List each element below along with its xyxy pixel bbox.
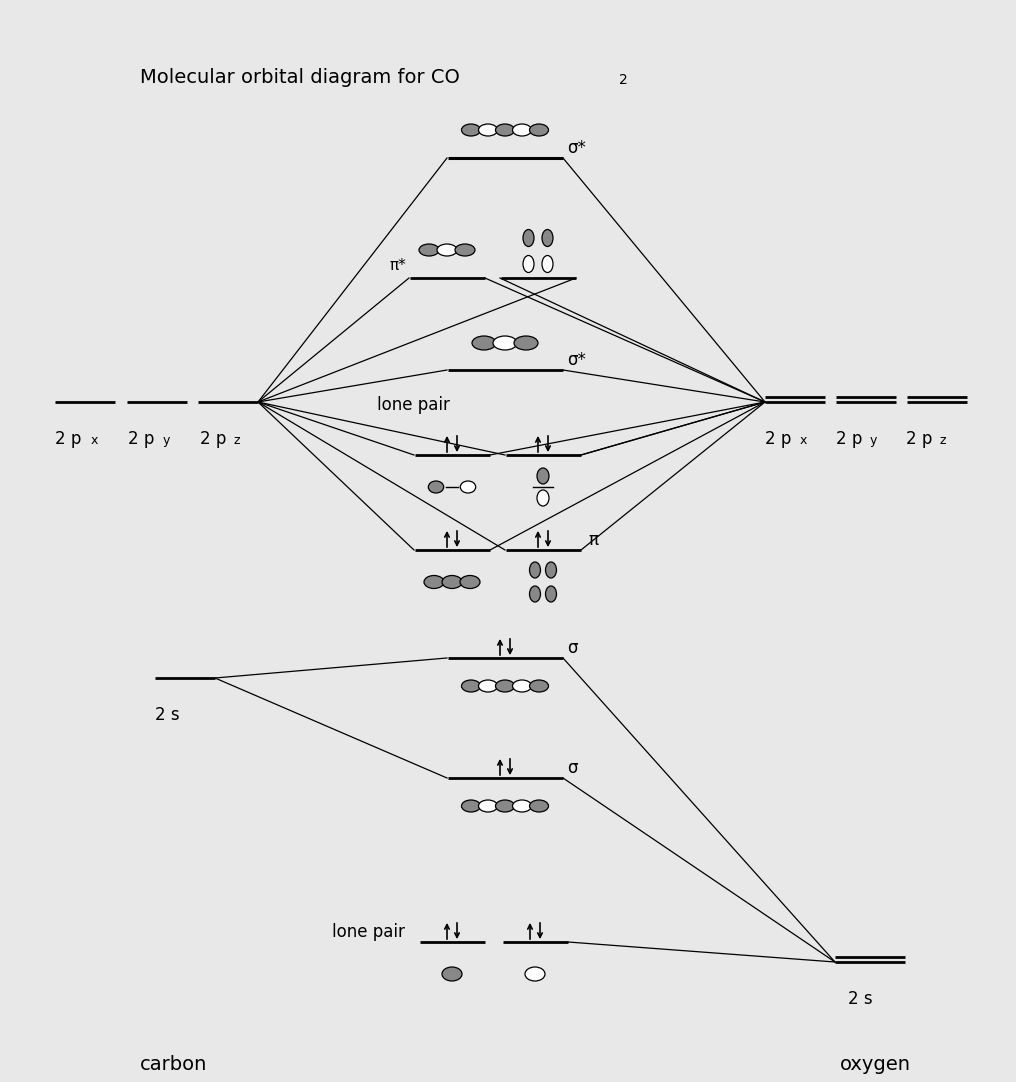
- Ellipse shape: [542, 229, 553, 247]
- Ellipse shape: [437, 245, 457, 256]
- Text: lone pair: lone pair: [332, 923, 404, 941]
- Ellipse shape: [525, 967, 545, 981]
- Ellipse shape: [542, 255, 553, 273]
- Ellipse shape: [472, 337, 496, 349]
- Ellipse shape: [537, 490, 549, 506]
- Ellipse shape: [460, 481, 475, 493]
- Ellipse shape: [529, 124, 549, 136]
- Text: σ*: σ*: [567, 138, 586, 157]
- Text: 2 s: 2 s: [848, 990, 873, 1008]
- Ellipse shape: [479, 800, 498, 812]
- Text: 2 p: 2 p: [906, 430, 933, 448]
- Text: carbon: carbon: [140, 1055, 207, 1074]
- Ellipse shape: [479, 679, 498, 692]
- Ellipse shape: [546, 562, 557, 578]
- Ellipse shape: [523, 255, 534, 273]
- Text: lone pair: lone pair: [377, 396, 450, 414]
- Ellipse shape: [546, 586, 557, 602]
- Ellipse shape: [442, 576, 462, 589]
- Text: y: y: [163, 434, 171, 447]
- Ellipse shape: [514, 337, 538, 349]
- Ellipse shape: [460, 576, 480, 589]
- Ellipse shape: [529, 586, 541, 602]
- Ellipse shape: [496, 800, 514, 812]
- Ellipse shape: [529, 679, 549, 692]
- Ellipse shape: [479, 124, 498, 136]
- Ellipse shape: [529, 800, 549, 812]
- Ellipse shape: [523, 229, 534, 247]
- Text: 2: 2: [619, 72, 628, 87]
- Text: π: π: [588, 531, 598, 549]
- Ellipse shape: [461, 124, 481, 136]
- Text: oxygen: oxygen: [840, 1055, 911, 1074]
- Text: z: z: [940, 434, 947, 447]
- Text: 2 p: 2 p: [765, 430, 791, 448]
- Ellipse shape: [461, 800, 481, 812]
- Text: 2 p: 2 p: [200, 430, 227, 448]
- Text: x: x: [91, 434, 99, 447]
- Ellipse shape: [455, 245, 475, 256]
- Text: σ: σ: [567, 639, 577, 657]
- Ellipse shape: [512, 679, 531, 692]
- Text: Molecular orbital diagram for CO: Molecular orbital diagram for CO: [140, 68, 460, 87]
- Ellipse shape: [496, 679, 514, 692]
- Ellipse shape: [442, 967, 462, 981]
- Ellipse shape: [424, 576, 444, 589]
- Ellipse shape: [512, 800, 531, 812]
- Text: 2 s: 2 s: [155, 705, 180, 724]
- Text: x: x: [800, 434, 808, 447]
- Ellipse shape: [493, 337, 517, 349]
- Ellipse shape: [429, 481, 444, 493]
- Ellipse shape: [419, 245, 439, 256]
- Text: σ: σ: [567, 758, 577, 777]
- Ellipse shape: [529, 562, 541, 578]
- Text: σ*: σ*: [567, 351, 586, 369]
- Text: 2 p: 2 p: [128, 430, 154, 448]
- Ellipse shape: [537, 469, 549, 484]
- Ellipse shape: [512, 124, 531, 136]
- Text: 2 p: 2 p: [836, 430, 863, 448]
- Ellipse shape: [496, 124, 514, 136]
- Text: π*: π*: [389, 258, 405, 273]
- Ellipse shape: [461, 679, 481, 692]
- Text: y: y: [870, 434, 878, 447]
- Text: z: z: [234, 434, 241, 447]
- Text: 2 p: 2 p: [55, 430, 81, 448]
